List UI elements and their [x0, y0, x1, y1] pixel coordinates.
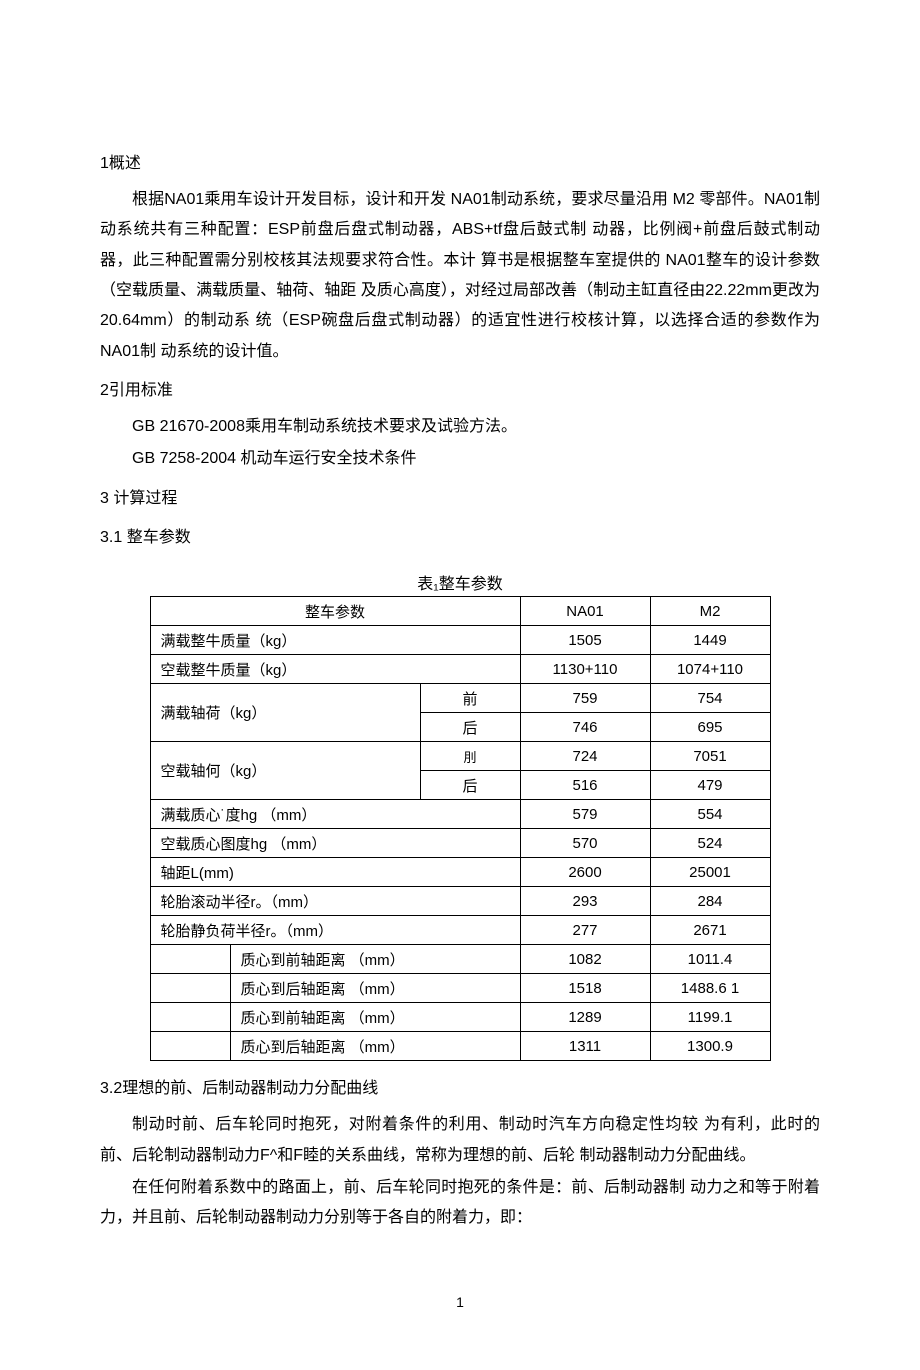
row-label: 轴距L(mm): [150, 858, 520, 887]
row-m2: 7051: [650, 742, 770, 771]
row-na01: 516: [520, 771, 650, 800]
row-label: 满载轴荷（kg）: [150, 684, 420, 742]
row-na01: 1130+110: [520, 655, 650, 684]
section-2-line-1: GB 21670-2008乘用车制动系统技术要求及试验方法。: [100, 412, 820, 442]
row-na01: 1289: [520, 1003, 650, 1032]
row-label: 轮胎滚动半径r。（mm）: [150, 887, 520, 916]
row-label: 空载整牛质量（kg）: [150, 655, 520, 684]
row-m2: 479: [650, 771, 770, 800]
vehicle-params-table: 整车参数 NA01 M2 满载整牛质量（kg） 1505 1449 空载整牛质量…: [150, 596, 771, 1061]
table-header-row: 整车参数 NA01 M2: [150, 597, 770, 626]
section-2-title: 2引用标准: [100, 377, 820, 406]
section-3-2-title: 3.2理想的前、后制动器制动力分配曲线: [100, 1075, 820, 1104]
row-m2: 284: [650, 887, 770, 916]
row-m2: 1488.6 1: [650, 974, 770, 1003]
row-label: 质心到前轴距离 （mm）: [230, 1003, 520, 1032]
row-label: 满载质心˙度hg （mm）: [150, 800, 520, 829]
table-row: 质心到后轴距离 （mm） 1311 1300.9: [150, 1032, 770, 1061]
row-label: 轮胎静负荷半径r。（mm）: [150, 916, 520, 945]
row-na01: 579: [520, 800, 650, 829]
row-label: 质心到后轴距离 （mm）: [230, 974, 520, 1003]
table-row: 空载质心图度hg （mm） 570 524: [150, 829, 770, 858]
row-label: 空载轴何（kg）: [150, 742, 420, 800]
row-na01: 570: [520, 829, 650, 858]
row-label-blank: [150, 1003, 230, 1032]
table-row: 满载轴荷（kg） 前 759 754: [150, 684, 770, 713]
table-title: 表₁整车参数: [100, 570, 820, 594]
row-label: 质心到后轴距离 （mm）: [230, 1032, 520, 1061]
row-m2: 695: [650, 713, 770, 742]
header-param: 整车参数: [150, 597, 520, 626]
row-na01: 2600: [520, 858, 650, 887]
row-m2: 25001: [650, 858, 770, 887]
section-1-body: 根据NA01乘用车设计开发目标，设计和开发 NA01制动系统，要求尽量沿用 M2…: [100, 185, 820, 367]
section-3-title: 3 计算过程: [100, 485, 820, 514]
table-row: 轮胎滚动半径r。（mm） 293 284: [150, 887, 770, 916]
section-2-line-2: GB 7258-2004 机动车运行安全技术条件: [100, 444, 820, 474]
table-row: 质心到前轴距离 （mm） 1082 1011.4: [150, 945, 770, 974]
table-row: 满载整牛质量（kg） 1505 1449: [150, 626, 770, 655]
row-label: 空载质心图度hg （mm）: [150, 829, 520, 858]
row-na01: 1505: [520, 626, 650, 655]
row-label: 满载整牛质量（kg）: [150, 626, 520, 655]
row-na01: 1518: [520, 974, 650, 1003]
row-label-blank: [150, 1032, 230, 1061]
page-number: 1: [100, 1294, 820, 1310]
row-rear: 后: [420, 771, 520, 800]
table-row: 轮胎静负荷半径r。（mm） 277 2671: [150, 916, 770, 945]
document-page: 1概述 根据NA01乘用车设计开发目标，设计和开发 NA01制动系统，要求尽量沿…: [0, 0, 920, 1370]
row-na01: 746: [520, 713, 650, 742]
row-na01: 724: [520, 742, 650, 771]
row-m2: 1449: [650, 626, 770, 655]
table-row: 满载质心˙度hg （mm） 579 554: [150, 800, 770, 829]
row-label-blank: [150, 974, 230, 1003]
row-m2: 1199.1: [650, 1003, 770, 1032]
section-1-title: 1概述: [100, 150, 820, 179]
header-m2: M2: [650, 597, 770, 626]
header-na01: NA01: [520, 597, 650, 626]
row-front: 前: [420, 684, 520, 713]
row-m2: 754: [650, 684, 770, 713]
section-3-2-p1: 制动时前、后车轮同时抱死，对附着条件的利用、制动时汽车方向稳定性均较 为有利，此…: [100, 1110, 820, 1171]
table-row: 空载整牛质量（kg） 1130+110 1074+110: [150, 655, 770, 684]
row-m2: 1011.4: [650, 945, 770, 974]
row-na01: 1082: [520, 945, 650, 974]
row-na01: 293: [520, 887, 650, 916]
row-m2: 1074+110: [650, 655, 770, 684]
section-3-1-title: 3.1 整车参数: [100, 524, 820, 553]
section-3-2-p2: 在任何附着系数中的路面上，前、后车轮同时抱死的条件是：前、后制动器制 动力之和等…: [100, 1173, 820, 1234]
row-front: 刖: [420, 742, 520, 771]
row-na01: 1311: [520, 1032, 650, 1061]
row-label-blank: [150, 945, 230, 974]
table-row: 质心到前轴距离 （mm） 1289 1199.1: [150, 1003, 770, 1032]
table-row: 质心到后轴距离 （mm） 1518 1488.6 1: [150, 974, 770, 1003]
table-row: 空载轴何（kg） 刖 724 7051: [150, 742, 770, 771]
row-m2: 1300.9: [650, 1032, 770, 1061]
row-m2: 2671: [650, 916, 770, 945]
table-row: 轴距L(mm) 2600 25001: [150, 858, 770, 887]
row-label: 质心到前轴距离 （mm）: [230, 945, 520, 974]
row-m2: 524: [650, 829, 770, 858]
row-na01: 277: [520, 916, 650, 945]
row-na01: 759: [520, 684, 650, 713]
row-m2: 554: [650, 800, 770, 829]
row-rear: 后: [420, 713, 520, 742]
